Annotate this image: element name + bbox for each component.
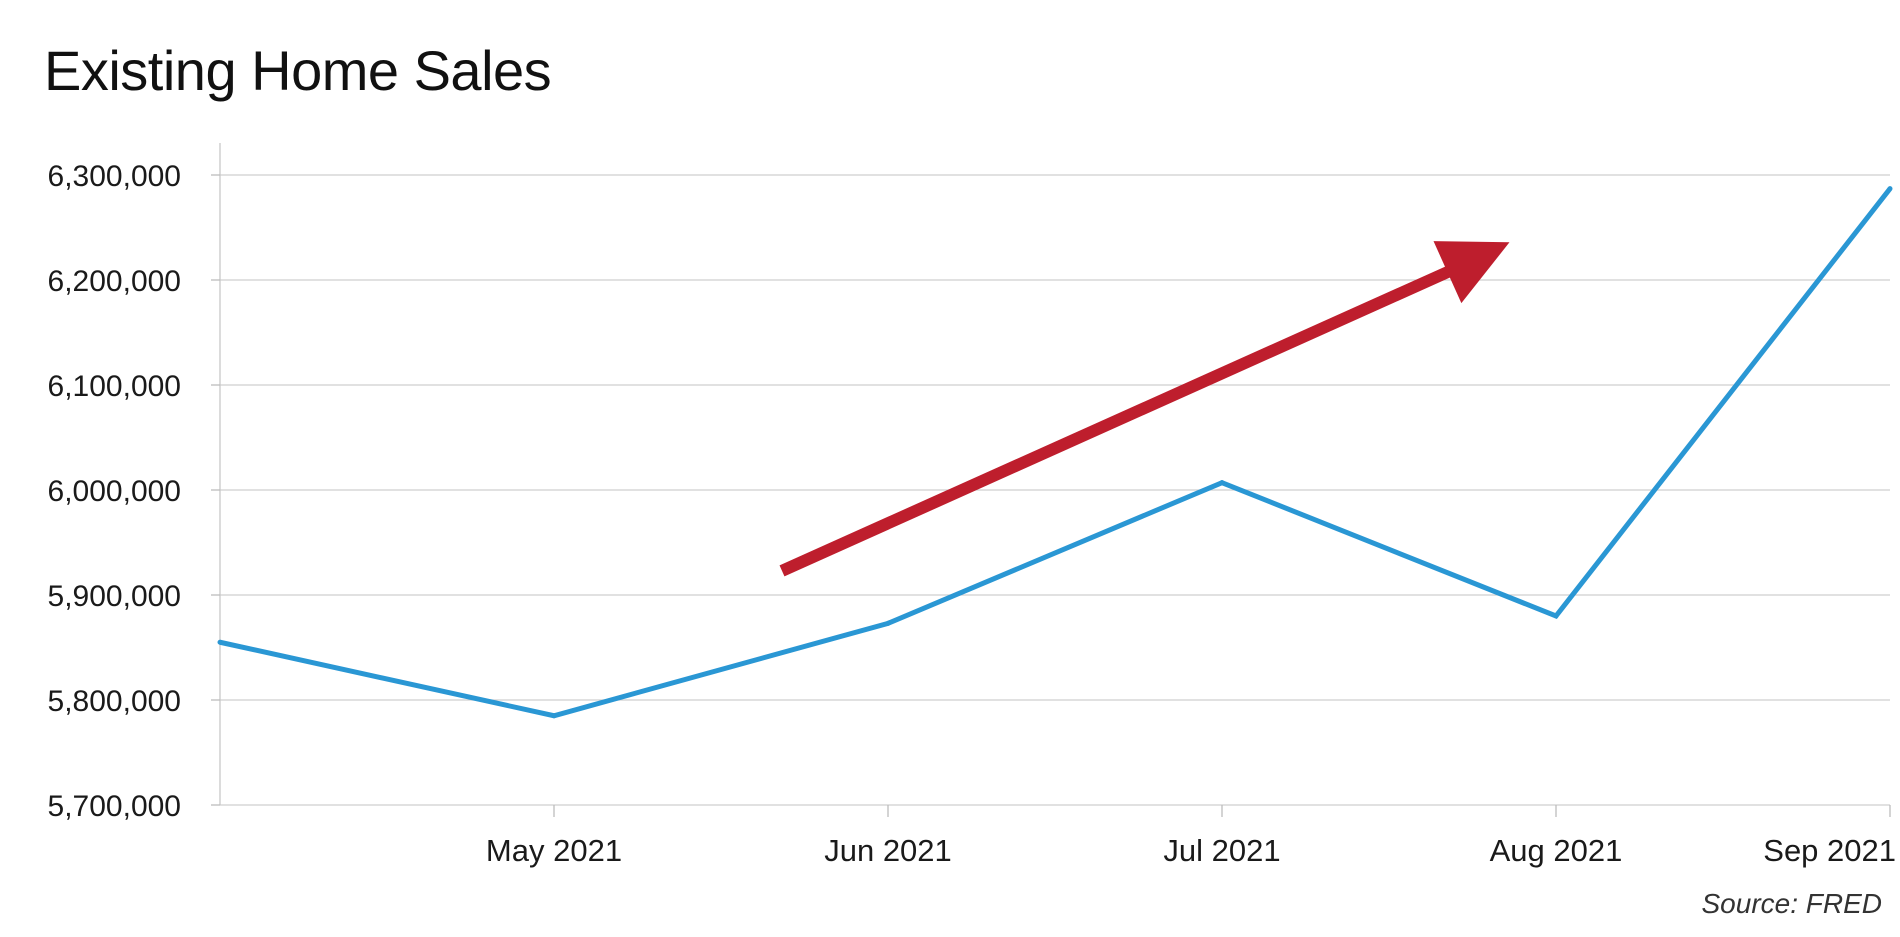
x-tick-label: Sep 2021 xyxy=(1763,833,1896,868)
y-tick-label: 6,200,000 xyxy=(48,265,181,298)
x-axis-ticks: May 2021 Jun 2021 Jul 2021 Aug 2021 Sep 2021 xyxy=(486,805,1896,868)
data-point xyxy=(1219,480,1225,486)
y-tick-label: 6,000,000 xyxy=(48,475,181,508)
data-point xyxy=(1553,613,1559,619)
y-tick-label: 5,700,000 xyxy=(48,790,181,823)
trend-arrow-head xyxy=(1433,241,1510,304)
annotations xyxy=(779,241,1510,577)
x-tick-label: May 2021 xyxy=(486,833,622,868)
trend-arrow-shaft xyxy=(779,264,1456,577)
data-point xyxy=(885,620,891,626)
source-note: Source: FRED xyxy=(1701,888,1883,919)
data-point xyxy=(217,639,223,645)
gridlines xyxy=(220,174,1890,806)
chart-title: Existing Home Sales xyxy=(44,39,552,102)
data-point xyxy=(1887,186,1893,192)
y-tick-label: 5,900,000 xyxy=(48,580,181,613)
y-tick-label: 5,800,000 xyxy=(48,685,181,718)
data-point xyxy=(551,713,557,719)
x-tick-label: Jul 2021 xyxy=(1163,833,1280,868)
x-tick-label: Jun 2021 xyxy=(824,833,952,868)
y-tick-label: 6,300,000 xyxy=(48,160,181,193)
y-axis-ticks: 5,700,000 5,800,000 5,900,000 6,000,000 6,10… xyxy=(48,160,220,823)
x-tick-label: Aug 2021 xyxy=(1490,833,1623,868)
series xyxy=(217,186,1893,719)
y-tick-label: 6,100,000 xyxy=(48,370,181,403)
series-line xyxy=(219,187,1892,719)
